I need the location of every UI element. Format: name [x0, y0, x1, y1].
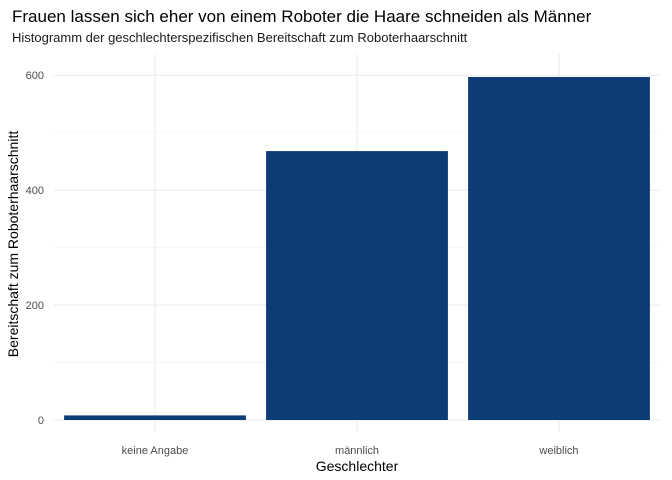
- y-axis-ticks: 0 200 400 600: [26, 70, 44, 427]
- chart-subtitle: Histogramm der geschlechterspezifischen …: [12, 30, 468, 45]
- x-tick-label: weiblich: [538, 445, 578, 457]
- y-tick-label: 600: [26, 70, 44, 82]
- bar-keine-angabe: [64, 415, 246, 420]
- x-tick-label: männlich: [335, 445, 379, 457]
- y-tick-label: 0: [38, 415, 44, 427]
- y-tick-label: 400: [26, 185, 44, 197]
- bars: [64, 76, 650, 421]
- x-tick-label: keine Angabe: [122, 445, 189, 457]
- x-axis-ticks: keine Angabe männlich weiblich: [122, 445, 579, 457]
- y-axis-title: Bereitschaft zum Roboterhaarschnitt: [5, 131, 21, 358]
- bar-männlich: [266, 151, 448, 421]
- chart-title: Frauen lassen sich eher von einem Robote…: [12, 7, 592, 26]
- bar-weiblich: [468, 76, 650, 420]
- y-tick-label: 200: [26, 300, 44, 312]
- x-axis-title: Geschlechter: [316, 458, 399, 474]
